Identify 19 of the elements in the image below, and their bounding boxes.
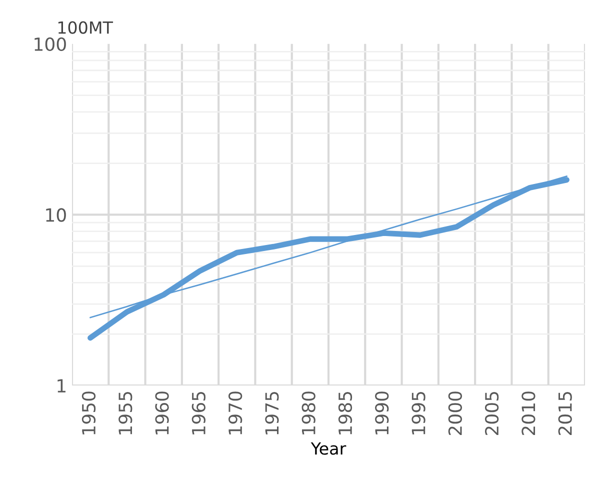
x-axis-title: Year [310, 442, 346, 455]
x-tick-label: 2015 [558, 392, 572, 436]
x-tick-label: 2010 [522, 392, 536, 436]
x-tick-label: 2000 [448, 392, 462, 436]
x-tick-label: 1970 [228, 392, 242, 434]
x-tick-label: 1980 [302, 392, 316, 434]
y-axis-title: 100MT [58, 21, 114, 34]
x-tick-label: 1960 [155, 392, 169, 434]
y-tick-label: 1 [58, 379, 66, 392]
x-tick-label: 1985 [338, 392, 352, 434]
x-tick-label: 1990 [375, 392, 389, 434]
x-tick-label: 2005 [484, 392, 499, 436]
x-tick-label: 1950 [82, 392, 96, 434]
x-tick-label: 1995 [412, 392, 426, 434]
x-tick-label: 1965 [192, 392, 206, 434]
x-tick-label: 1975 [265, 392, 279, 434]
x-tick-label: 1955 [118, 392, 132, 434]
y-tick-label: 10 [46, 208, 66, 222]
y-tick-label: 100 [34, 37, 66, 52]
